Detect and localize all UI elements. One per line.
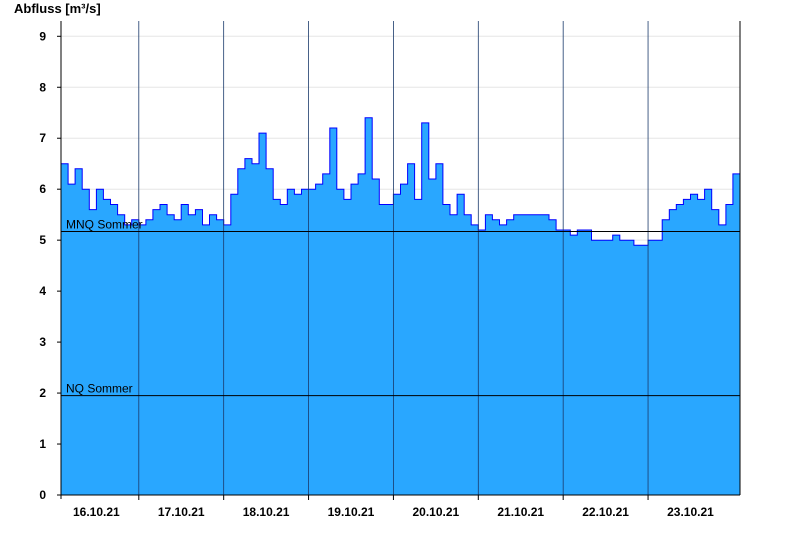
y-tick-label: 4: [39, 284, 46, 298]
y-tick-label: 1: [39, 437, 46, 451]
y-tick-label: 7: [39, 131, 46, 145]
y-tick-label: 9: [39, 29, 46, 43]
y-tick-label: 0: [39, 488, 46, 502]
x-tick-label: 18.10.21: [243, 505, 290, 519]
y-tick-label: 5: [39, 233, 46, 247]
discharge-area: [61, 117, 741, 496]
x-tick-label: 21.10.21: [497, 505, 544, 519]
reference-lines: MNQ Sommer NQ Sommer: [61, 217, 740, 397]
reference-line-label: MNQ Sommer: [66, 217, 143, 231]
discharge-line: [61, 117, 741, 246]
axes: 0 1 2 3 4 5 6 7 8 9 16.10.21 17.10.21 18.10.21 19.10.…: [39, 21, 741, 519]
y-axis-label: Abfluss [m³/s]: [14, 1, 101, 16]
x-tick-label: 17.10.21: [158, 505, 205, 519]
x-tick-label: 19.10.21: [328, 505, 375, 519]
day-divider-lines: [138, 21, 649, 495]
x-tick-label: 22.10.21: [582, 505, 629, 519]
y-tick-label: 3: [39, 335, 46, 349]
y-tick-label: 6: [39, 182, 46, 196]
y-tick-label: 2: [39, 386, 46, 400]
x-tick-label: 23.10.21: [667, 505, 714, 519]
x-tick-label: 20.10.21: [413, 505, 460, 519]
discharge-area-fill: [61, 117, 740, 496]
y-tick-label: 8: [39, 80, 46, 94]
x-tick-label: 16.10.21: [73, 505, 120, 519]
reference-line-label: NQ Sommer: [66, 382, 133, 396]
